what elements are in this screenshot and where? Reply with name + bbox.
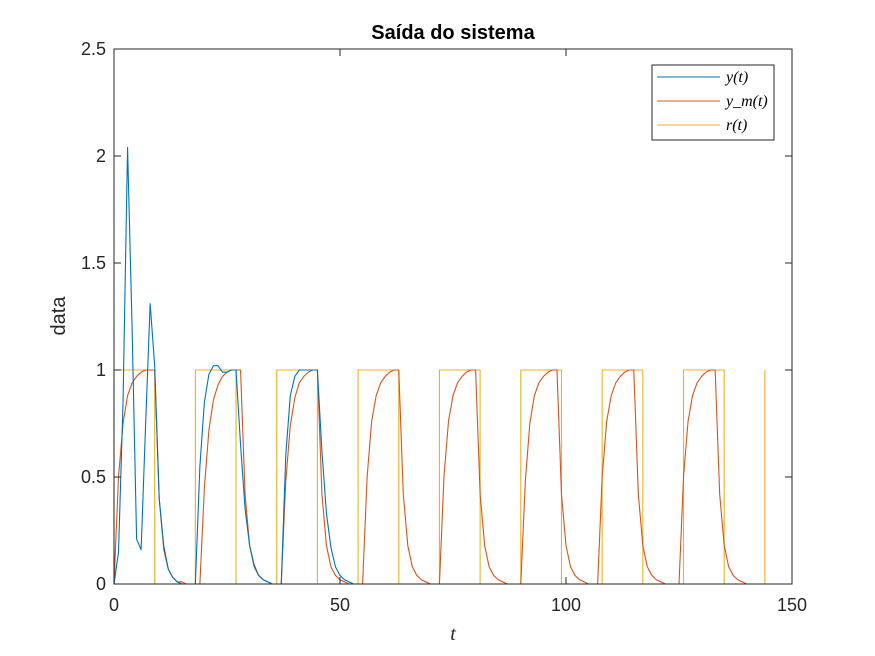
x-axis-label: t xyxy=(450,623,456,645)
chart-title: Saída do sistema xyxy=(371,22,535,44)
legend-label-r: r(t) xyxy=(726,117,747,134)
axes-box xyxy=(113,48,793,585)
x-tick-label: 50 xyxy=(330,595,350,615)
y-tick-label: 2.5 xyxy=(81,39,106,59)
x-axis-ticks: 0 50 100 150 xyxy=(109,49,807,615)
y-tick-label: 1 xyxy=(96,360,106,380)
y-tick-label: 2 xyxy=(96,146,106,166)
legend: y(t) y_m(t) r(t) xyxy=(651,64,775,141)
x-tick-label: 0 xyxy=(109,595,119,615)
x-tick-label: 100 xyxy=(551,595,581,615)
y-axis-ticks: 0 0.5 1 1.5 2 2.5 xyxy=(81,39,792,594)
y-axis-label: data xyxy=(48,296,70,336)
y-tick-label: 1.5 xyxy=(81,253,106,273)
x-tick-label: 150 xyxy=(777,595,807,615)
y-tick-label: 0.5 xyxy=(81,467,106,487)
legend-label-ym: y_m(t) xyxy=(724,93,768,110)
legend-label-y: y(t) xyxy=(724,69,748,86)
series-line-y xyxy=(113,146,354,585)
y-tick-label: 0 xyxy=(96,574,106,594)
